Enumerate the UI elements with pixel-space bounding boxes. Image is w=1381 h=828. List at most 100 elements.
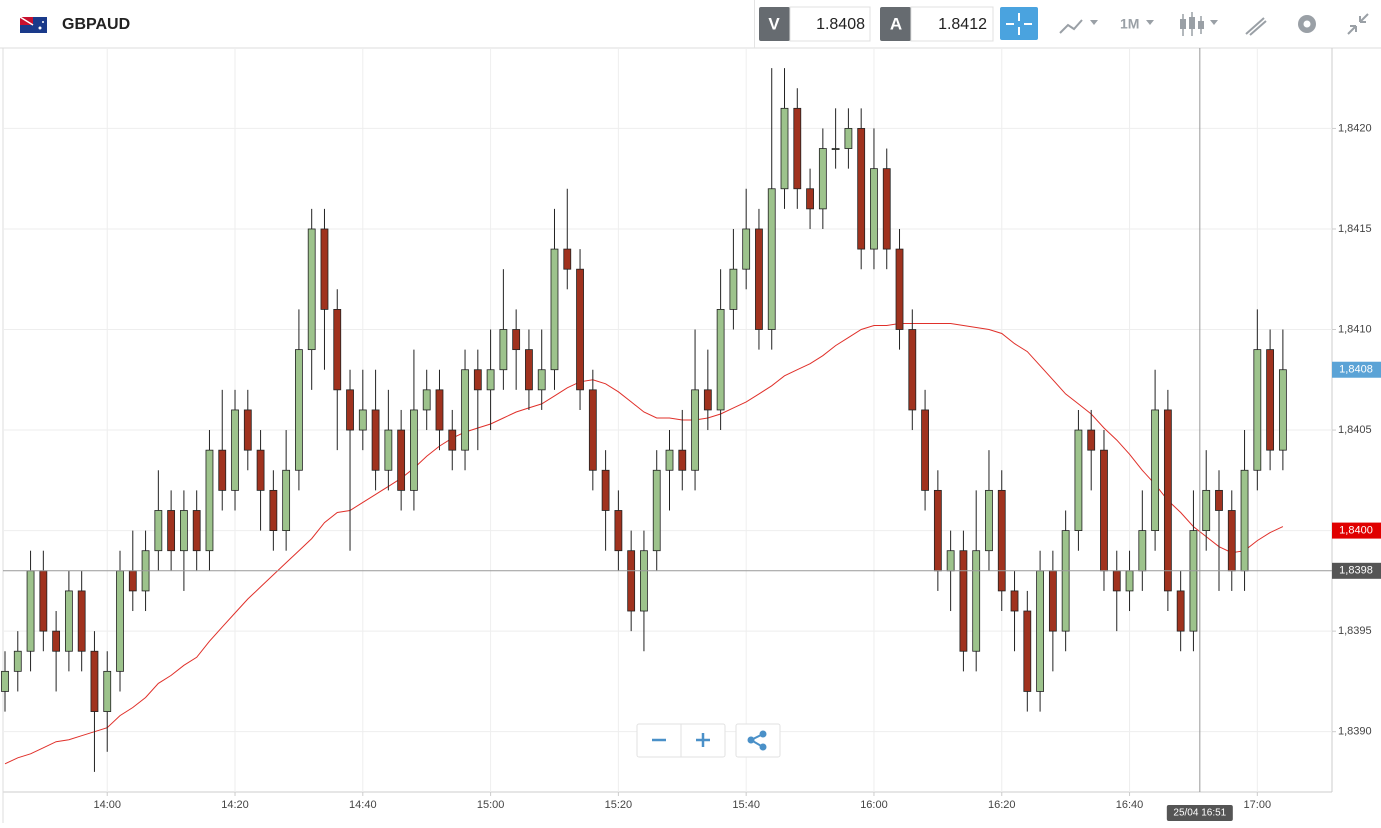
zoom-in-button[interactable] bbox=[696, 733, 710, 747]
y-tick-label: 1,8405 bbox=[1338, 424, 1372, 436]
x-tick-label: 15:00 bbox=[477, 799, 505, 811]
candle-style-button[interactable] bbox=[1180, 12, 1218, 36]
candle-body bbox=[729, 268, 738, 310]
candle-body bbox=[652, 469, 661, 552]
candle-body bbox=[333, 309, 342, 391]
ask-button[interactable] bbox=[880, 7, 911, 41]
bid-button[interactable] bbox=[759, 7, 790, 41]
price-tag-label: 1,8400 bbox=[1339, 525, 1373, 537]
timeframe-label: 1M bbox=[1120, 16, 1139, 32]
y-tick-label: 1,8390 bbox=[1338, 726, 1372, 738]
timeframe-button[interactable]: 1M bbox=[1120, 16, 1154, 32]
candle-body bbox=[346, 389, 354, 431]
candle-body bbox=[371, 409, 380, 471]
candle-body bbox=[895, 248, 904, 330]
candle-body bbox=[959, 550, 968, 652]
crosshair-time-label: 25/04 16:51 bbox=[1173, 808, 1226, 819]
candle-body bbox=[1227, 510, 1236, 572]
candle-body bbox=[1061, 530, 1070, 632]
candle-body bbox=[921, 409, 929, 491]
candle-body bbox=[550, 248, 559, 371]
candle-body bbox=[691, 389, 699, 471]
candle-body bbox=[77, 590, 86, 652]
candle-body bbox=[205, 449, 214, 552]
candle-body bbox=[1023, 610, 1032, 692]
y-tick-label: 1,8415 bbox=[1338, 223, 1372, 235]
crosshair-price-tag bbox=[1332, 562, 1381, 579]
x-tick-label: 17:00 bbox=[1244, 799, 1272, 811]
candle-body bbox=[678, 449, 687, 471]
candle-body bbox=[933, 489, 942, 572]
candle-body bbox=[167, 510, 176, 552]
x-tick-label: 15:40 bbox=[732, 799, 760, 811]
candle-body bbox=[180, 510, 188, 552]
candle-body bbox=[780, 107, 789, 190]
candle-body bbox=[52, 630, 61, 652]
candle-body bbox=[703, 389, 712, 411]
candle-body bbox=[1010, 590, 1019, 612]
candle-body bbox=[870, 168, 878, 250]
candle-body bbox=[716, 309, 725, 411]
candle-body bbox=[627, 550, 636, 612]
y-tick-label: 1,8420 bbox=[1338, 122, 1372, 134]
candle-body bbox=[601, 469, 610, 511]
x-tick-label: 14:20 bbox=[221, 799, 249, 811]
collapse-button[interactable] bbox=[1347, 13, 1369, 35]
price-tag bbox=[1332, 522, 1381, 539]
chart-type-button[interactable] bbox=[1059, 19, 1098, 34]
candle-body bbox=[128, 570, 137, 592]
candle-body bbox=[1, 670, 9, 692]
candle-body bbox=[755, 228, 763, 330]
candle-body bbox=[767, 188, 776, 330]
candle-body bbox=[448, 429, 457, 451]
zoom-controls bbox=[636, 723, 781, 758]
candle-body bbox=[512, 329, 521, 351]
candle-body bbox=[614, 510, 623, 552]
x-tick-label: 16:20 bbox=[988, 799, 1016, 811]
candle-body bbox=[1240, 469, 1249, 572]
candle-body bbox=[90, 650, 99, 712]
crosshair-price-label: 1,8398 bbox=[1339, 565, 1373, 577]
candle-body bbox=[1138, 530, 1147, 572]
candle-body bbox=[103, 670, 112, 712]
candle-body bbox=[422, 389, 431, 411]
candle-body bbox=[1036, 570, 1044, 692]
candle-body bbox=[946, 550, 955, 572]
candle-body bbox=[537, 369, 546, 391]
candle-body bbox=[908, 329, 917, 411]
header-bar bbox=[0, 0, 1381, 48]
candle-body bbox=[1125, 570, 1134, 592]
x-tick-label: 14:40 bbox=[349, 799, 377, 811]
candle-body bbox=[1266, 349, 1275, 451]
candle-body bbox=[154, 510, 163, 552]
draw-button[interactable] bbox=[1245, 17, 1267, 36]
x-tick-label: 16:40 bbox=[1116, 799, 1144, 811]
x-tick-label: 14:00 bbox=[93, 799, 121, 811]
candle-body bbox=[1176, 590, 1185, 632]
candle-body bbox=[563, 248, 572, 270]
candle-body bbox=[818, 148, 827, 210]
candle-body bbox=[793, 107, 802, 190]
candle-body bbox=[972, 550, 981, 652]
candle-body bbox=[1215, 489, 1223, 511]
y-tick-label: 1,8395 bbox=[1338, 625, 1372, 637]
candle-body bbox=[499, 329, 508, 371]
candle-body bbox=[857, 128, 866, 250]
candle-body bbox=[486, 369, 495, 391]
x-tick-label: 15:20 bbox=[605, 799, 633, 811]
candle-body bbox=[985, 489, 993, 552]
moving-average-line bbox=[4, 323, 1284, 765]
candle-body bbox=[525, 349, 533, 391]
candle-body bbox=[269, 489, 278, 531]
bid-box bbox=[789, 6, 871, 42]
price-tag bbox=[1332, 361, 1381, 378]
candle-body bbox=[473, 369, 482, 391]
settings-button[interactable] bbox=[1298, 15, 1316, 33]
x-tick-label: 16:00 bbox=[860, 799, 888, 811]
share-button[interactable] bbox=[735, 723, 781, 758]
candle-body bbox=[882, 168, 891, 250]
candle-body bbox=[256, 449, 265, 491]
crosshair-button[interactable] bbox=[1000, 7, 1038, 40]
candle-body bbox=[26, 570, 35, 652]
